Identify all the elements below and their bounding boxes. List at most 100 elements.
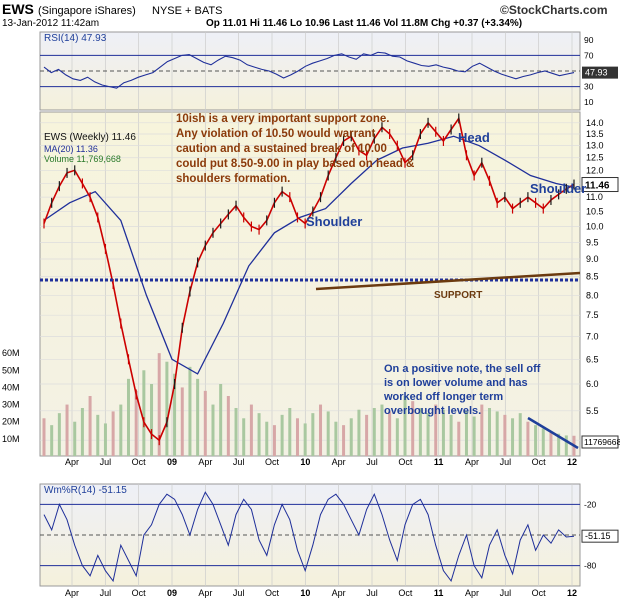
volume-bar [511, 418, 515, 456]
x-tick-label: Apr [65, 457, 79, 467]
main-note-line: shoulders formation. [176, 173, 290, 185]
rsi-last-value: 47.93 [585, 68, 608, 78]
x-tick-label: Apr [65, 588, 79, 598]
price-tick-label: 12.0 [586, 165, 604, 175]
rsi-tick-label: 10 [584, 97, 594, 107]
x-tick-label: Oct [398, 588, 413, 598]
volume-tick-label: 60M [2, 348, 20, 358]
volume-tick-label: 20M [2, 417, 20, 427]
volume-bar [88, 396, 92, 456]
volume-bar [50, 425, 54, 456]
x-tick-label: 09 [167, 457, 177, 467]
volume-bar [303, 423, 307, 456]
volume-bar [126, 378, 130, 456]
price-tick-label: 8.0 [586, 290, 599, 300]
volume-bar [180, 387, 184, 456]
main-note-line: could put 8.50-9.00 in play based on hea… [176, 158, 414, 170]
volume-note-line: overbought levels. [384, 405, 481, 417]
volume-bar [464, 411, 468, 456]
price-tick-label: 7.0 [586, 331, 599, 341]
price-tick-label: 8.5 [586, 272, 599, 282]
price-tick-label: 9.5 [586, 237, 599, 247]
symbol: EWS [2, 1, 34, 17]
volume-bar [557, 433, 561, 456]
rsi-tick-label: 30 [584, 82, 594, 92]
x-tick-label: 11 [434, 457, 444, 467]
volume-bar [441, 409, 445, 456]
volume-bar [219, 384, 223, 456]
volume-bar [319, 404, 323, 456]
price-tick-label: 11.0 [586, 192, 603, 202]
volume-bar [411, 401, 415, 456]
price-tick-label: 6.0 [586, 379, 599, 389]
willr-series [43, 491, 575, 583]
volume-tick-label: 50M [2, 365, 20, 375]
x-tick-label: Jul [366, 588, 378, 598]
main-note-line: 10ish is a very important support zone. [176, 113, 389, 125]
volume-bar [526, 421, 530, 456]
main-note-line: Any violation of 10.50 would warrant [176, 128, 376, 140]
volume-bar [342, 425, 346, 456]
price-last-box [581, 177, 619, 193]
x-tick-label: Oct [132, 457, 147, 467]
head-label: Head [458, 130, 490, 145]
volume-last-box [581, 435, 619, 449]
chart-date: 13-Jan-2012 11:42am [2, 18, 99, 29]
volume-bars [42, 353, 576, 456]
x-tick-label: Jul [366, 457, 378, 467]
willr-legend: Wm%R(14) -51.15 [44, 485, 127, 496]
rsi-legend: RSI(14) 47.93 [44, 33, 107, 44]
price-line [43, 116, 575, 442]
price-tick-label: 5.5 [586, 406, 599, 416]
volume-bar [457, 421, 461, 456]
fund-name: (Singapore iShares) [38, 5, 136, 17]
volume-note: On a positive note, the sell off is on l… [383, 363, 541, 417]
volume-bar [564, 435, 568, 456]
volume-last-value: 11769668 [584, 437, 620, 447]
price-last-value: 11.46 [585, 181, 610, 192]
volume-bar [295, 418, 299, 456]
volume-bar [73, 421, 77, 456]
x-tick-label: Jul [100, 588, 112, 598]
main-note-line: caution and a sustained break of 10.00 [176, 143, 387, 155]
x-tick-label: 12 [567, 457, 577, 467]
x-tick-label: 12 [567, 588, 577, 598]
x-tick-label: Jul [500, 457, 512, 467]
x-tick-label: Oct [532, 457, 547, 467]
rsi-tick-label: 70 [584, 50, 594, 60]
volume-bar [249, 404, 253, 456]
willr-tick-label: -20 [584, 499, 597, 509]
volume-bar [57, 413, 61, 456]
price-tick-label: 14.0 [586, 118, 604, 128]
volume-bar [449, 414, 453, 456]
volume-bar [211, 404, 215, 456]
volume-bar [549, 432, 553, 456]
x-tick-label: 09 [167, 588, 177, 598]
volume-bar [280, 414, 284, 456]
price-stats: Op 11.01 Hi 11.46 Lo 10.96 Last 11.46 Vo… [206, 18, 522, 29]
volume-bar [495, 411, 499, 456]
support-label: SUPPORT [434, 290, 482, 301]
exchange: NYSE + BATS [152, 5, 222, 17]
volume-bar [188, 366, 192, 456]
price-tick-label: 13.0 [586, 141, 604, 151]
price-legend: EWS (Weekly) 11.46 [44, 132, 136, 143]
volume-bar [334, 421, 338, 456]
x-tick-label: Apr [465, 588, 479, 598]
x-tick-label: Jul [233, 457, 245, 467]
main-note: 10ish is a very important support zone. … [176, 113, 414, 185]
volume-bar [142, 370, 146, 456]
willr-line [43, 491, 575, 583]
volume-bar [203, 390, 207, 456]
volume-bar [265, 421, 269, 456]
shoulder-right-label: Shoulder [530, 181, 586, 196]
rsi-last-box [582, 66, 618, 79]
volume-legend: Volume 11,769,668 [44, 154, 121, 164]
volume-bar [388, 411, 392, 456]
shoulder-left-label: Shoulder [306, 214, 362, 229]
volume-bar [242, 418, 246, 456]
price-tick-label: 10.5 [586, 206, 604, 216]
volume-bar [288, 408, 292, 456]
rsi-line [43, 51, 575, 89]
